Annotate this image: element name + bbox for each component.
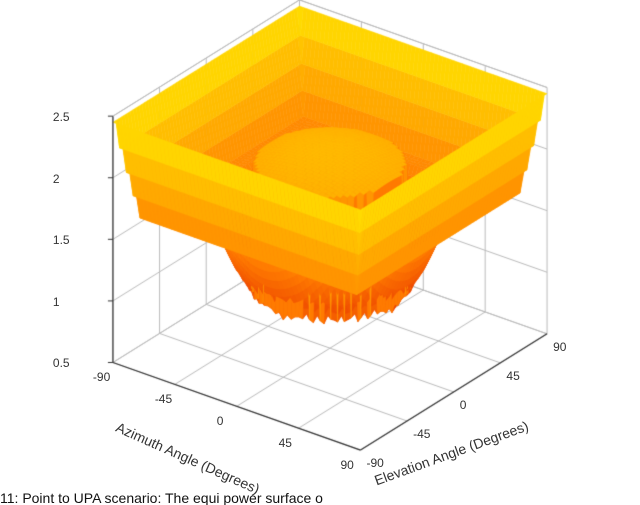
axis-tick: 90 (553, 340, 566, 354)
axis-tick: -45 (413, 427, 430, 441)
axis-tick: 1.5 (53, 233, 70, 247)
surface-canvas (0, 0, 640, 505)
axis-tick: 1 (53, 295, 60, 309)
axis-tick: 45 (506, 369, 519, 383)
surface-plot-figure: Threshold Distance (m) Azimuth Angle (De… (0, 0, 640, 505)
axis-tick: 45 (279, 436, 292, 450)
axis-tick: 2 (53, 172, 60, 186)
axis-tick: -90 (93, 370, 110, 384)
figure-caption-fragment: 11: Point to UPA scenario: The equi powe… (0, 490, 323, 505)
axis-tick: 0.5 (53, 356, 70, 370)
axis-tick: 0 (217, 414, 224, 428)
axis-tick: -90 (367, 456, 384, 470)
axis-tick: 0 (460, 398, 467, 412)
axis-tick: 90 (341, 458, 354, 472)
axis-tick: 2.5 (53, 110, 70, 124)
axis-tick: -45 (155, 392, 172, 406)
